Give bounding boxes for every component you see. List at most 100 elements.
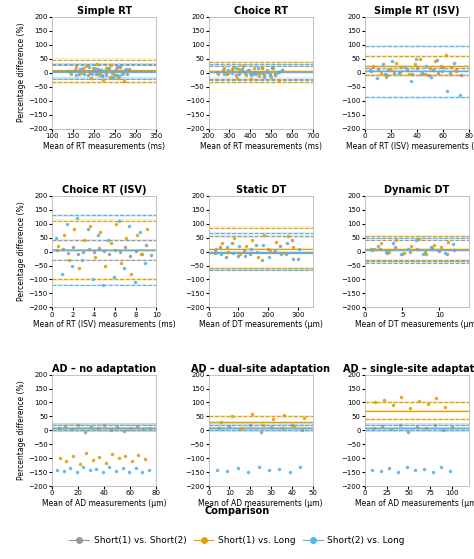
Point [438,67,446,75]
Point [97,65,104,74]
Point [367,245,375,254]
Point [254,253,262,262]
Point [389,401,397,410]
Point [71,65,79,74]
Point [234,463,242,472]
Point [100,281,107,290]
Point [269,415,277,424]
Point [145,465,153,474]
Point [290,421,298,430]
Point [268,63,276,72]
Bar [365,429,469,432]
Point [112,66,120,75]
Bar [52,427,156,428]
Point [121,242,129,251]
Point [448,422,456,431]
Point [382,72,390,81]
Point [426,64,434,73]
Point [123,65,130,74]
Point [257,427,264,436]
Point [442,50,449,59]
Bar [52,427,156,428]
Point [263,68,271,77]
Point [100,67,108,75]
Y-axis label: Percentage difference (%): Percentage difference (%) [17,381,26,480]
Bar [52,63,156,66]
Point [224,69,231,78]
Point [219,66,227,75]
Point [294,254,302,263]
Point [394,468,402,477]
Point [64,248,72,257]
Point [405,427,412,436]
Point [272,237,279,246]
Point [381,69,388,78]
Point [120,77,128,86]
Point [131,278,138,287]
Point [246,67,253,75]
Bar [52,427,156,428]
Bar [52,283,156,286]
Point [122,233,130,242]
Point [260,72,268,80]
Point [392,236,400,245]
Point [94,424,101,433]
Point [374,241,382,250]
Point [226,421,233,430]
Bar [52,429,156,432]
Point [74,250,82,259]
Title: AD – no adaptation: AD – no adaptation [52,364,156,374]
Point [411,466,419,475]
Point [377,466,384,475]
Bar [365,427,469,428]
Point [424,399,431,408]
Point [447,63,455,72]
Point [96,68,104,77]
Point [236,250,244,259]
Y-axis label: Percentage difference (%): Percentage difference (%) [17,202,26,301]
X-axis label: Mean of DT measurements (μm): Mean of DT measurements (μm) [199,320,323,329]
Point [417,69,425,78]
Text: Comparison: Comparison [204,506,270,517]
X-axis label: Mean of RT measurements (ms): Mean of RT measurements (ms) [200,141,322,150]
Point [431,421,438,430]
Point [258,255,266,264]
Y-axis label: Percentage difference (%): Percentage difference (%) [17,23,26,122]
Point [89,64,97,73]
Point [250,64,258,73]
Point [102,70,110,79]
Bar [365,67,469,70]
Point [429,66,437,75]
Point [69,451,77,460]
Point [118,69,126,78]
Point [115,72,123,80]
Point [105,236,112,245]
Bar [52,239,156,241]
Point [385,247,392,256]
Point [242,70,249,79]
Point [84,225,91,234]
Point [378,239,385,248]
Point [240,245,248,254]
Point [398,392,405,401]
Point [101,67,109,75]
Point [65,67,73,75]
Point [228,239,236,248]
Point [126,64,133,73]
Point [94,65,102,74]
Point [241,251,249,260]
Point [301,413,308,423]
Bar [52,424,156,426]
Point [376,244,383,253]
Bar [52,81,156,84]
Point [232,63,240,72]
Bar [365,45,469,48]
Point [115,216,123,225]
Point [86,466,94,475]
Point [419,68,426,77]
Point [422,424,429,433]
Point [252,67,259,76]
Point [89,275,97,284]
Bar [209,71,313,73]
Bar [365,401,469,404]
